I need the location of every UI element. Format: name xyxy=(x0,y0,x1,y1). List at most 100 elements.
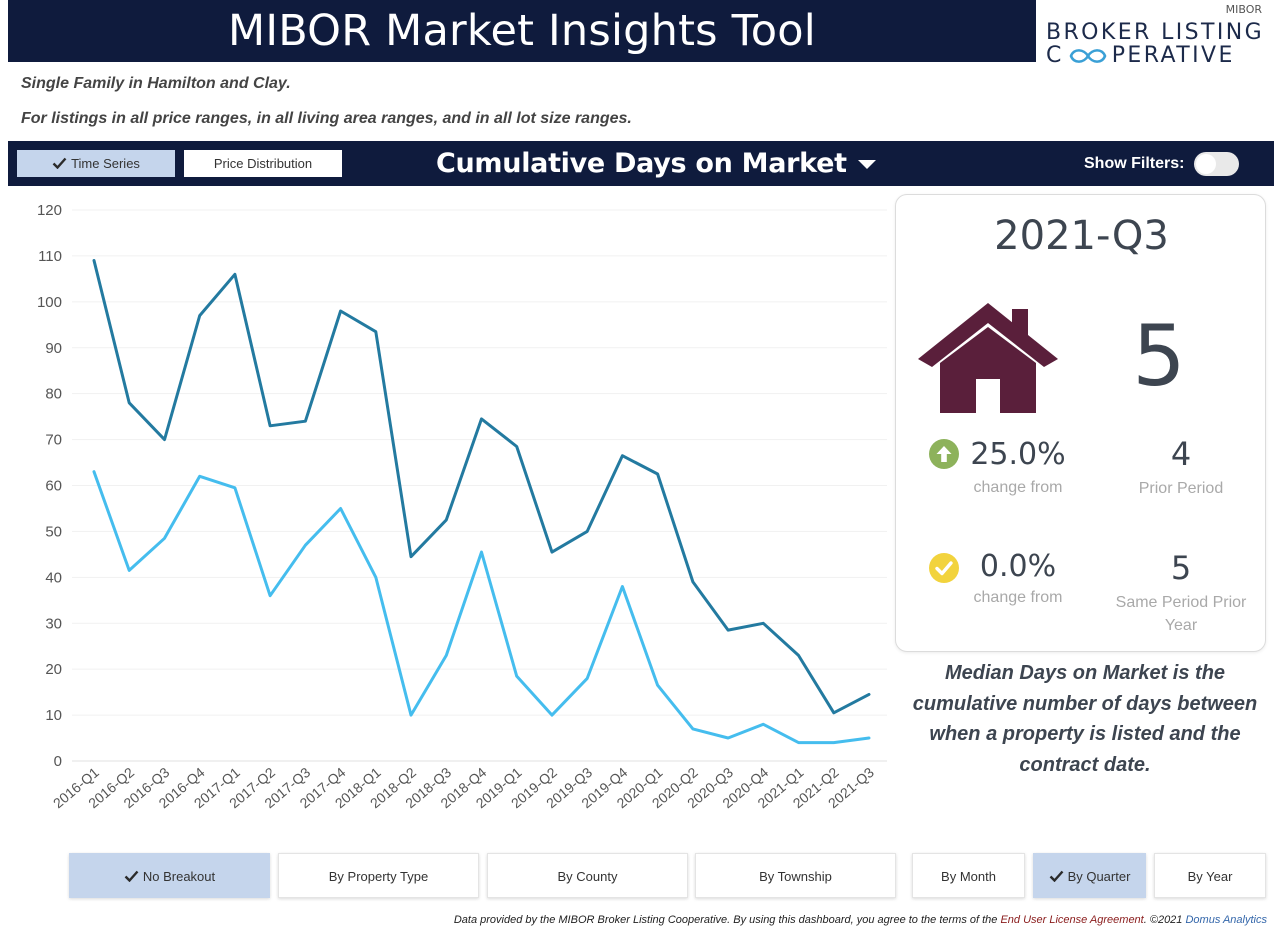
data-point[interactable] xyxy=(228,267,242,281)
data-point[interactable] xyxy=(580,524,594,538)
data-point[interactable] xyxy=(792,648,806,662)
data-point[interactable] xyxy=(193,469,207,483)
caret-down-icon xyxy=(858,160,876,169)
footer-copyright: . ©2021 xyxy=(1143,914,1186,926)
data-point[interactable] xyxy=(475,545,489,559)
checkmark-icon xyxy=(124,870,139,882)
toggle-knob xyxy=(1196,154,1216,174)
toolbar: Time Series Price Distribution Cumulativ… xyxy=(8,141,1274,186)
y-tick-label: 60 xyxy=(45,478,62,495)
data-point[interactable] xyxy=(404,550,418,564)
data-point[interactable] xyxy=(756,616,770,630)
same-period-prior-year-value: 5 xyxy=(1170,549,1192,587)
data-point[interactable] xyxy=(615,449,629,463)
data-point[interactable] xyxy=(369,570,383,584)
data-point[interactable] xyxy=(263,589,277,603)
logo-line-2-left: C xyxy=(1046,43,1064,68)
data-point[interactable] xyxy=(756,717,770,731)
data-point[interactable] xyxy=(615,580,629,594)
house-icon xyxy=(918,303,1058,413)
data-point[interactable] xyxy=(686,575,700,589)
change-vs-prior-period-pct: 25.0% xyxy=(970,437,1066,472)
data-point[interactable] xyxy=(545,545,559,559)
data-point[interactable] xyxy=(545,708,559,722)
data-point[interactable] xyxy=(228,481,242,495)
metric-dropdown[interactable]: Cumulative Days on Market xyxy=(426,141,890,186)
data-point[interactable] xyxy=(439,648,453,662)
data-point[interactable] xyxy=(157,433,171,447)
data-point[interactable] xyxy=(87,465,101,479)
footer-text: Data provided by the MIBOR Broker Listin… xyxy=(453,914,1001,926)
metric-definition-text: Median Days on Market is the cumulative … xyxy=(912,662,1258,776)
data-point[interactable] xyxy=(157,531,171,545)
y-tick-label: 70 xyxy=(45,432,62,449)
prior-period-label: Prior Period xyxy=(1138,480,1224,497)
data-point[interactable] xyxy=(122,563,136,577)
logo-line-2-right: PERATIVE xyxy=(1111,43,1235,68)
prior-period-value: 4 xyxy=(1170,435,1192,473)
by-year-button[interactable]: By Year xyxy=(1154,853,1266,898)
y-tick-label: 0 xyxy=(54,753,62,770)
filter-summary-line-2: For listings in all price ranges, in all… xyxy=(21,110,632,127)
checkmark-icon xyxy=(52,157,67,169)
broker-listing-cooperative-logo: MIBOR BROKER LISTING C PERATIVE xyxy=(1038,0,1274,72)
price-distribution-button[interactable]: Price Distribution xyxy=(184,150,342,177)
series-line-1 xyxy=(92,259,871,715)
data-point[interactable] xyxy=(263,419,277,433)
data-point[interactable] xyxy=(87,254,101,268)
data-point[interactable] xyxy=(475,412,489,426)
x-axis-tick-labels: 2016-Q12016-Q22016-Q32016-Q42017-Q12017-… xyxy=(50,764,877,811)
data-point[interactable] xyxy=(298,414,312,428)
data-point[interactable] xyxy=(651,467,665,481)
data-point[interactable] xyxy=(510,439,524,453)
data-point[interactable] xyxy=(862,731,876,745)
data-point[interactable] xyxy=(721,731,735,745)
logo-mibor-text: MIBOR xyxy=(1225,3,1262,16)
data-point[interactable] xyxy=(439,513,453,527)
page-title: MIBOR Market Insights Tool xyxy=(228,6,816,56)
data-point[interactable] xyxy=(404,708,418,722)
by-quarter-label: By Quarter xyxy=(1067,869,1131,884)
data-point[interactable] xyxy=(862,687,876,701)
data-point[interactable] xyxy=(334,304,348,318)
time-series-button[interactable]: Time Series xyxy=(17,150,175,177)
by-property-type-label: By Property Type xyxy=(328,869,429,884)
by-quarter-button[interactable]: By Quarter xyxy=(1033,853,1146,898)
by-township-button[interactable]: By Township xyxy=(695,853,896,898)
change-vs-prior-year-label: change from xyxy=(973,589,1063,606)
y-tick-label: 120 xyxy=(37,202,62,219)
show-filters-label: Show Filters: xyxy=(1084,155,1185,172)
time-series-label: Time Series xyxy=(71,156,140,171)
data-point[interactable] xyxy=(651,678,665,692)
data-point[interactable] xyxy=(827,706,841,720)
arrow-up-circle-icon xyxy=(929,439,959,469)
data-point[interactable] xyxy=(792,736,806,750)
price-distribution-label: Price Distribution xyxy=(213,156,313,171)
by-township-label: By Township xyxy=(759,869,832,884)
data-point[interactable] xyxy=(510,669,524,683)
kpi-period: 2021-Q3 xyxy=(994,213,1169,259)
data-point[interactable] xyxy=(122,396,136,410)
data-point[interactable] xyxy=(369,325,383,339)
data-point[interactable] xyxy=(298,538,312,552)
data-point[interactable] xyxy=(334,501,348,515)
domus-analytics-link[interactable]: Domus Analytics xyxy=(1185,914,1267,926)
no-breakout-button[interactable]: No Breakout xyxy=(69,853,270,898)
chart-gridlines xyxy=(72,209,887,762)
data-point[interactable] xyxy=(580,671,594,685)
checkmark-icon xyxy=(1049,870,1063,882)
data-point[interactable] xyxy=(193,309,207,323)
series-line-2 xyxy=(92,470,871,745)
data-point[interactable] xyxy=(721,623,735,637)
y-tick-label: 30 xyxy=(45,615,62,632)
by-month-button[interactable]: By Month xyxy=(912,853,1025,898)
kpi-card: 2021-Q3 5 25.0% change from 4 Prior Peri… xyxy=(895,194,1266,652)
show-filters-toggle[interactable] xyxy=(1194,152,1239,176)
metric-dropdown-value: Cumulative Days on Market xyxy=(436,148,847,179)
logo-line-1: BROKER LISTING xyxy=(1046,20,1265,45)
eula-link[interactable]: End User License Agreement xyxy=(1000,914,1144,926)
data-point[interactable] xyxy=(827,736,841,750)
data-point[interactable] xyxy=(686,722,700,736)
by-county-button[interactable]: By County xyxy=(487,853,688,898)
by-property-type-button[interactable]: By Property Type xyxy=(278,853,479,898)
